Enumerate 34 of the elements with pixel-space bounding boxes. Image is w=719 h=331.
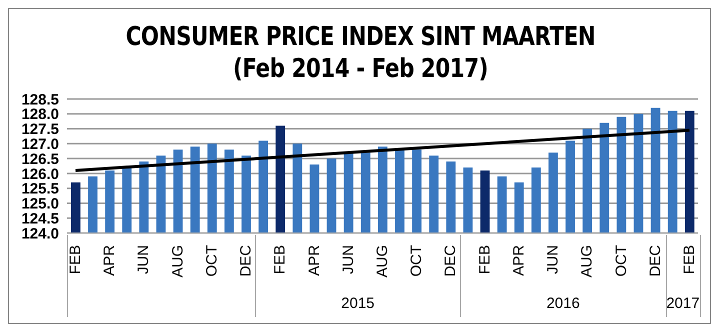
x-tick-label: AUG [374, 245, 391, 278]
x-tick-label: FEB [476, 245, 494, 274]
y-tick-label: 126.0 [21, 166, 59, 183]
x-tick-label: OCT [612, 245, 630, 277]
x-tick-label: JUN [135, 245, 152, 274]
y-tick-label: 124.0 [21, 225, 59, 242]
y-tick-label: 127.0 [21, 136, 59, 153]
text: 2016 [545, 295, 581, 312]
x-tick-label: DEC [442, 244, 460, 277]
x-tick-label: OCT [203, 245, 220, 277]
x-tick-label: JUN [340, 245, 357, 274]
x-tick-label: APR [306, 244, 323, 276]
y-tick-label: 128.0 [21, 106, 59, 124]
x-tick-label: APR [510, 244, 528, 276]
x-tick-label: FEB [272, 245, 289, 274]
y-tick-label: 126.5 [21, 150, 59, 168]
chart-title: CONSUMER PRICE INDEX SINT MAARTEN [124, 21, 596, 53]
x-tick-label: FEB [67, 245, 84, 274]
y-tick-label: 127.5 [21, 121, 59, 138]
y-tick-label: 128.5 [21, 91, 59, 108]
text: 2015 [340, 295, 376, 312]
y-tick-label: 124.5 [21, 210, 59, 228]
x-tick-label: FEB [680, 245, 698, 274]
text: 2017 [666, 295, 700, 312]
chart-subtitle: (Feb 2014 - Feb 2017) [232, 53, 489, 85]
x-tick-label: DEC [646, 244, 664, 277]
x-tick-label: AUG [578, 245, 596, 278]
x-tick-label: AUG [169, 245, 186, 278]
x-tick-label: OCT [408, 245, 426, 277]
x-tick-label: JUN [544, 245, 562, 274]
y-tick-label: 125.0 [21, 196, 59, 213]
x-tick-label: APR [101, 244, 118, 276]
x-tick-label: DEC [238, 244, 255, 277]
y-tick-label: 125.5 [21, 180, 59, 198]
